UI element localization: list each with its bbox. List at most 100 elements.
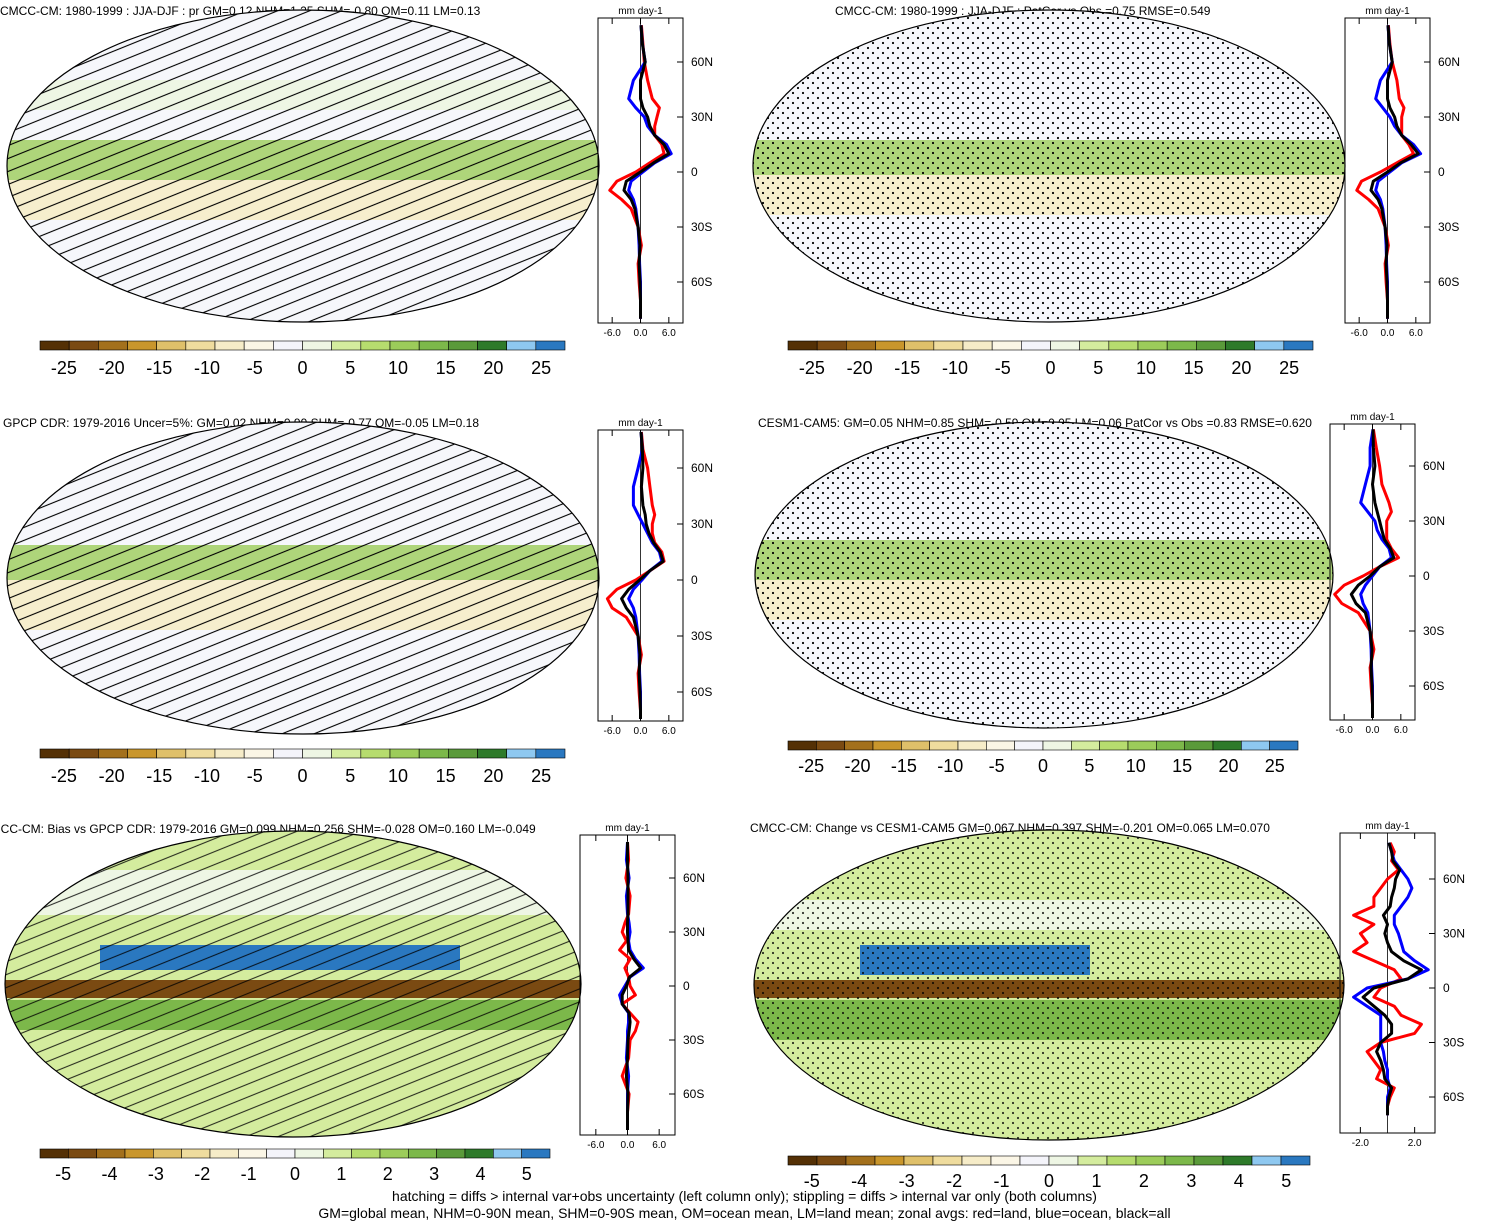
y-tick-label: 0	[1423, 569, 1430, 583]
colorbar-label: 25	[531, 358, 551, 378]
colorbar-swatch	[1042, 740, 1072, 751]
colorbar-swatch	[124, 1148, 154, 1159]
panel-1-colorbar: -25 -20 -15 -10 -5 0 5 10 15 20 25	[39, 340, 566, 378]
panel-5-map-frame	[4, 830, 582, 1138]
colorbar-swatch	[1050, 340, 1080, 351]
colorbar-label: -25	[799, 358, 825, 378]
colorbar-swatch	[294, 1148, 324, 1159]
panel-4-map-frame	[754, 421, 1334, 729]
colorbar-label: -1	[241, 1164, 257, 1184]
colorbar-label: -5	[804, 1171, 820, 1191]
panel-1: CMCC-CM: 1980-1999 : JJA-DJF : pr GM=0.1…	[0, 4, 600, 323]
colorbar-swatch	[787, 740, 817, 751]
units-label: mm day-1	[605, 823, 650, 834]
colorbar-label: 0	[1045, 358, 1055, 378]
colorbar-label: -5	[247, 358, 263, 378]
colorbar-swatch	[351, 1148, 381, 1159]
colorbar-label: 10	[388, 358, 408, 378]
colorbar-swatch	[1108, 340, 1139, 351]
y-tick-label: 60N	[1438, 55, 1460, 69]
colorbar-swatch	[448, 340, 478, 351]
colorbar-swatch	[477, 340, 507, 351]
colorbar-swatch	[464, 1148, 494, 1159]
colorbar-label: -2	[194, 1164, 210, 1184]
colorbar-swatch	[68, 1148, 97, 1159]
x-tick-label: -6.0	[1351, 328, 1369, 339]
x-tick-label: 2.0	[1408, 1138, 1422, 1149]
colorbar-label: 5	[1281, 1171, 1291, 1191]
colorbar-swatch	[962, 340, 993, 351]
colorbar-swatch	[1014, 740, 1044, 751]
colorbar-label: 10	[1126, 756, 1146, 776]
x-tick-label: 0.0	[1366, 725, 1380, 736]
y-tick-label: 60N	[691, 55, 713, 69]
panel-3-map-frame	[6, 421, 600, 735]
colorbar-swatch	[1071, 740, 1100, 751]
x-tick-label: -6.0	[587, 1140, 605, 1151]
colorbar-swatch	[1222, 1155, 1253, 1166]
panel-2-colorbar: -25 -20 -15 -10 -5 0 5 10 15 20 25	[787, 340, 1314, 378]
y-tick-label: 30S	[1443, 1036, 1464, 1050]
y-tick-label: 60N	[1423, 459, 1445, 473]
panel-6: CMCC-CM: Change vs CESM1-CAM5 GM=0.067 N…	[750, 821, 1345, 1141]
x-tick-label: 6.0	[662, 328, 676, 339]
colorbar-swatch	[448, 748, 478, 759]
colorbar-swatch	[331, 340, 362, 351]
x-tick-label: -2.0	[1352, 1138, 1370, 1149]
colorbar-swatch	[331, 748, 362, 759]
x-tick-label: 6.0	[652, 1140, 666, 1151]
colorbar-swatch	[1193, 1155, 1224, 1166]
colorbar-swatch	[39, 340, 70, 351]
colorbar-swatch	[816, 740, 845, 751]
y-tick-label: 60S	[691, 275, 712, 289]
colorbar-swatch	[846, 340, 876, 351]
colorbar-swatch	[185, 748, 216, 759]
zonal-line-all	[620, 431, 665, 719]
colorbar-label: -5	[995, 358, 1011, 378]
colorbar-label: -15	[894, 358, 920, 378]
colorbar-swatch	[1164, 1155, 1195, 1166]
y-tick-label: 30N	[1443, 927, 1465, 941]
panel-4-colorbar: -25 -20 -15 -10 -5 0 5 10 15 20 25	[787, 740, 1299, 776]
colorbar-label: 15	[1184, 358, 1204, 378]
y-tick-label: 60N	[691, 461, 713, 475]
colorbar-swatch	[389, 748, 420, 759]
panel-4-map-stippling	[755, 422, 1333, 728]
y-tick-label: 60N	[1443, 872, 1465, 886]
colorbar-label: 10	[388, 766, 408, 786]
colorbar-label: 2	[383, 1164, 393, 1184]
colorbar-label: 2	[1139, 1171, 1149, 1191]
units-label: mm day-1	[1365, 6, 1410, 17]
colorbar-swatch	[1135, 1155, 1166, 1166]
colorbar-swatch	[521, 1148, 551, 1159]
x-tick-label: 0.0	[621, 1140, 635, 1151]
colorbar-label: 5	[345, 766, 355, 786]
colorbar-swatch	[961, 1155, 992, 1166]
colorbar-label: 5	[1093, 358, 1103, 378]
colorbar-label: 10	[1136, 358, 1156, 378]
x-tick-label: -6.0	[604, 328, 622, 339]
zonal-line-all	[1349, 429, 1396, 718]
colorbar-label: -10	[194, 358, 220, 378]
colorbar-swatch	[904, 340, 935, 351]
colorbar-swatch	[1251, 1155, 1282, 1166]
colorbar-swatch	[957, 740, 987, 751]
colorbar-swatch	[214, 340, 245, 351]
colorbar-label: -5	[55, 1164, 71, 1184]
colorbar-swatch	[1283, 340, 1314, 351]
panel-2: CMCC-CM: 1980-1999 : JJA-DJF : PatCor vs…	[752, 4, 1346, 323]
y-tick-label: 0	[1438, 165, 1445, 179]
y-tick-label: 30N	[683, 925, 705, 939]
x-tick-label: 6.0	[662, 726, 676, 737]
colorbar-label: 5	[522, 1164, 532, 1184]
panel-3: GPCP CDR: 1979-2016 Uncer=5%: GM=0.02 NH…	[3, 416, 600, 735]
colorbar-label: -15	[891, 756, 917, 776]
colorbar-label: -25	[51, 766, 77, 786]
colorbar-swatch	[1099, 740, 1129, 751]
colorbar-swatch	[156, 340, 187, 351]
colorbar-label: 20	[483, 358, 503, 378]
y-tick-label: 0	[683, 979, 690, 993]
colorbar-swatch	[986, 740, 1015, 751]
colorbar-label: 15	[436, 766, 456, 786]
